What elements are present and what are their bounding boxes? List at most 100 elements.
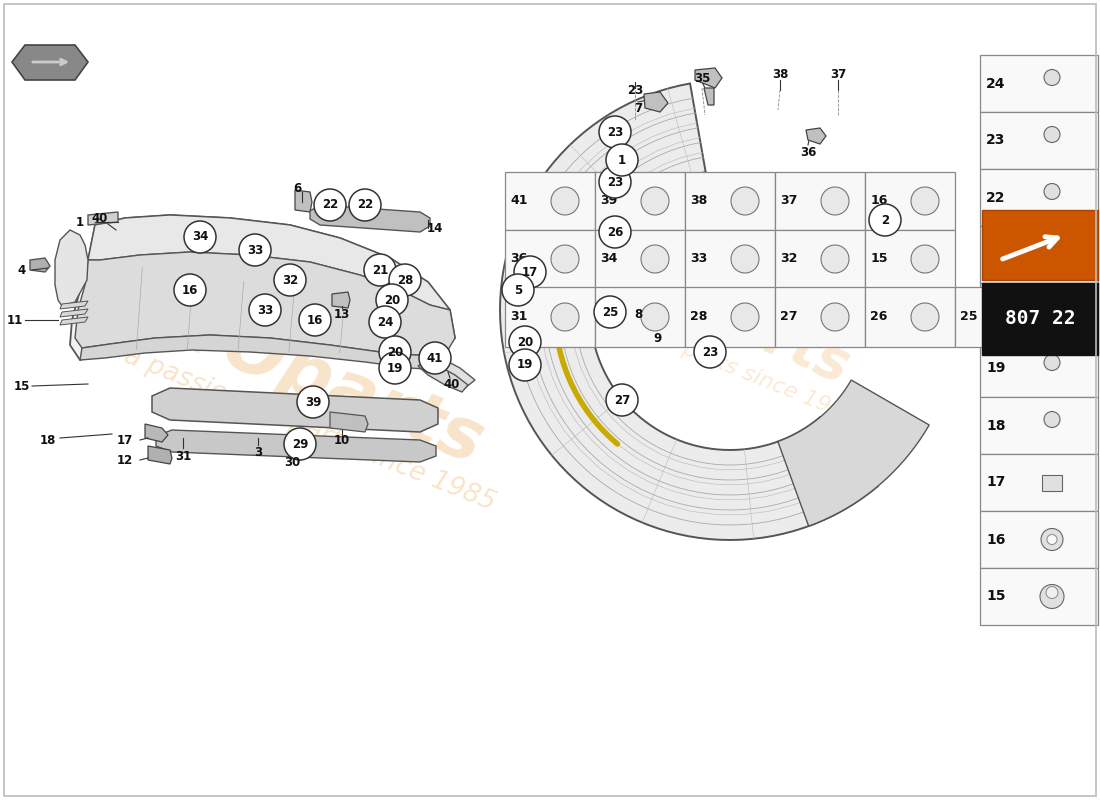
Circle shape	[911, 303, 939, 331]
Text: 24: 24	[377, 315, 393, 329]
Text: 17: 17	[987, 475, 1005, 490]
Circle shape	[600, 216, 631, 248]
FancyBboxPatch shape	[982, 283, 1098, 355]
Text: 6: 6	[293, 182, 301, 194]
Text: 38: 38	[772, 69, 789, 82]
Circle shape	[821, 245, 849, 273]
Text: 15: 15	[14, 379, 30, 393]
Circle shape	[911, 187, 939, 215]
Text: 16: 16	[987, 533, 1005, 546]
Text: 18: 18	[987, 418, 1005, 433]
Polygon shape	[778, 380, 930, 526]
Circle shape	[379, 336, 411, 368]
Text: 22: 22	[322, 198, 338, 211]
Circle shape	[606, 384, 638, 416]
Circle shape	[368, 306, 402, 338]
Text: 23: 23	[702, 346, 718, 358]
Polygon shape	[88, 215, 450, 310]
FancyBboxPatch shape	[865, 172, 955, 230]
Text: 19: 19	[987, 362, 1005, 375]
Text: 15: 15	[870, 253, 888, 266]
Polygon shape	[148, 446, 172, 464]
Polygon shape	[660, 322, 680, 342]
Polygon shape	[508, 268, 528, 285]
Polygon shape	[70, 215, 455, 362]
Polygon shape	[420, 352, 475, 388]
Text: 40: 40	[91, 211, 108, 225]
Polygon shape	[75, 252, 455, 355]
Text: 20: 20	[517, 335, 534, 349]
Text: 20: 20	[987, 305, 1005, 318]
FancyBboxPatch shape	[865, 287, 955, 347]
FancyBboxPatch shape	[982, 210, 1098, 280]
Circle shape	[299, 304, 331, 336]
Text: 32: 32	[282, 274, 298, 286]
Text: 8: 8	[634, 307, 642, 321]
Text: 19: 19	[517, 358, 534, 371]
Circle shape	[606, 144, 638, 176]
Circle shape	[349, 189, 381, 221]
FancyBboxPatch shape	[776, 172, 865, 230]
Polygon shape	[310, 205, 430, 232]
FancyBboxPatch shape	[505, 287, 595, 347]
Text: 25: 25	[602, 306, 618, 318]
Text: 20: 20	[387, 346, 403, 358]
Circle shape	[1046, 586, 1058, 598]
Text: 20: 20	[384, 294, 400, 306]
FancyBboxPatch shape	[1040, 246, 1065, 263]
Text: 26: 26	[607, 226, 624, 238]
Text: 35: 35	[694, 71, 711, 85]
Circle shape	[297, 386, 329, 418]
Text: 11: 11	[7, 314, 23, 326]
Text: 28: 28	[691, 310, 707, 323]
Text: 34: 34	[191, 230, 208, 243]
Text: 7: 7	[634, 102, 642, 114]
Polygon shape	[88, 212, 118, 225]
Text: 807 22: 807 22	[1004, 310, 1076, 329]
Text: 31: 31	[175, 450, 191, 462]
Polygon shape	[152, 388, 438, 432]
Circle shape	[509, 349, 541, 381]
Text: eurOparts: eurOparts	[543, 226, 857, 394]
Text: 21: 21	[987, 247, 1005, 262]
Text: 39: 39	[305, 395, 321, 409]
FancyBboxPatch shape	[505, 230, 595, 288]
Text: 28: 28	[397, 274, 414, 286]
Text: 41: 41	[427, 351, 443, 365]
Text: 30: 30	[284, 455, 300, 469]
Circle shape	[174, 274, 206, 306]
Text: 17: 17	[521, 266, 538, 278]
Polygon shape	[12, 45, 88, 80]
Circle shape	[419, 342, 451, 374]
Text: 38: 38	[691, 194, 707, 207]
FancyBboxPatch shape	[505, 172, 595, 230]
Circle shape	[869, 204, 901, 236]
Circle shape	[821, 187, 849, 215]
Text: 32: 32	[780, 253, 798, 266]
Circle shape	[514, 256, 546, 288]
Text: 16: 16	[870, 194, 888, 207]
Text: 36: 36	[510, 253, 528, 266]
Circle shape	[1047, 534, 1057, 545]
Circle shape	[641, 303, 669, 331]
Text: 1: 1	[76, 215, 84, 229]
FancyBboxPatch shape	[595, 230, 685, 288]
Text: eurOparts: eurOparts	[87, 261, 494, 479]
FancyBboxPatch shape	[595, 287, 685, 347]
Circle shape	[284, 428, 316, 460]
Circle shape	[376, 284, 408, 316]
FancyBboxPatch shape	[980, 340, 1098, 397]
Text: 1: 1	[618, 154, 626, 166]
FancyBboxPatch shape	[685, 287, 775, 347]
Circle shape	[732, 187, 759, 215]
Text: 23: 23	[627, 83, 644, 97]
Polygon shape	[500, 83, 878, 540]
FancyBboxPatch shape	[980, 169, 1098, 226]
Circle shape	[732, 245, 759, 273]
Text: 17: 17	[117, 434, 133, 446]
Text: 22: 22	[987, 190, 1005, 205]
Polygon shape	[60, 317, 88, 325]
Text: 10: 10	[334, 434, 350, 446]
Text: 23: 23	[987, 134, 1005, 147]
Circle shape	[551, 245, 579, 273]
